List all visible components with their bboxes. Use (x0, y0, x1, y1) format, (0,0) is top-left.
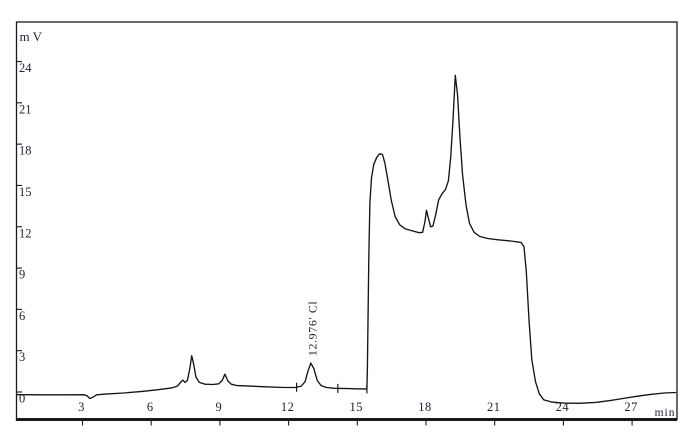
y-tick-label: 0 (19, 392, 25, 406)
y-tick-label: 21 (19, 102, 32, 116)
y-tick-label: 24 (19, 61, 32, 75)
x-tick-label: 21 (487, 400, 501, 414)
y-axis-unit-label: mV (20, 29, 46, 44)
y-tick-label: 15 (19, 185, 32, 199)
y-tick-label: 6 (19, 309, 25, 323)
x-tick-label: 6 (147, 400, 154, 414)
plot-frame (15, 21, 678, 421)
y-tick-label: 9 (19, 268, 25, 282)
signal-trace (16, 74, 677, 404)
x-tick-label: 15 (350, 400, 364, 414)
peak-label: 12.976' Cl (305, 301, 319, 357)
x-axis-unit-label: min (655, 407, 676, 419)
x-tick-label: 27 (624, 400, 638, 414)
x-tick-label: 9 (216, 400, 223, 414)
y-tick-label: 18 (19, 144, 32, 158)
y-tick-label: 3 (19, 350, 25, 364)
x-tick-label: 3 (78, 400, 85, 414)
x-tick-label: 18 (418, 400, 432, 414)
x-tick-label: 12 (281, 400, 295, 414)
y-tick-label: 12 (19, 226, 32, 240)
